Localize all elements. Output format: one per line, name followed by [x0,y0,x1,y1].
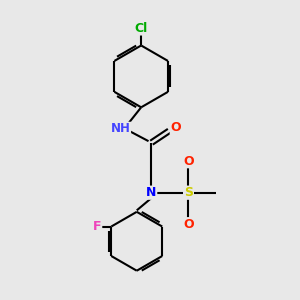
Text: O: O [184,218,194,231]
Text: S: S [184,186,193,199]
Text: O: O [184,155,194,168]
Text: F: F [93,220,102,233]
Text: Cl: Cl [134,22,148,35]
Text: N: N [146,186,157,199]
Text: O: O [170,122,181,134]
Text: NH: NH [111,122,130,135]
